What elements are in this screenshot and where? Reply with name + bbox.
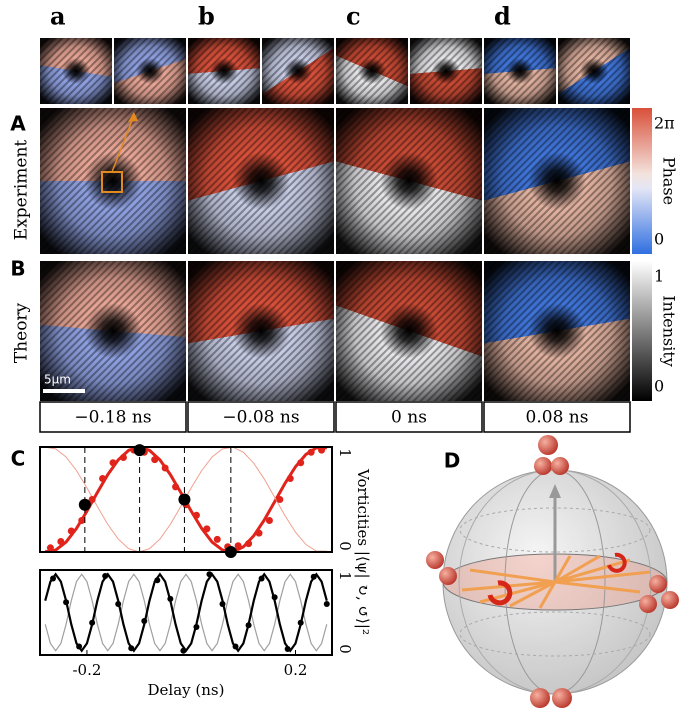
inset-image (484, 38, 556, 104)
data-point (203, 525, 210, 532)
delay-label: 0.08 ns (526, 408, 589, 428)
data-point (78, 517, 85, 524)
data-point (120, 454, 127, 461)
data-point (276, 496, 283, 503)
y-tick-label: 1 (336, 448, 354, 458)
y-tick-label: 1 (336, 571, 354, 581)
data-point (178, 494, 190, 506)
data-point (154, 577, 160, 583)
data-point (298, 620, 304, 626)
delay-label: −0.18 ns (74, 408, 151, 428)
data-point (76, 644, 82, 650)
theory-image (188, 261, 334, 401)
data-point (50, 576, 56, 582)
experiment-image (336, 108, 482, 254)
data-point (311, 574, 317, 580)
data-point (285, 646, 291, 652)
data-point (193, 624, 199, 630)
colorbar-label: Intensity (660, 295, 679, 367)
data-point (266, 517, 273, 524)
colorbar (632, 108, 652, 254)
colorbar-label: Phase (660, 157, 679, 205)
colorbar-tick-label: 2π (654, 114, 675, 133)
theory-image (484, 261, 630, 401)
data-point (324, 601, 330, 607)
y-axis-label: Vorticities |⟨ψ| ↻, ↺⟩|² (354, 468, 372, 635)
data-point (128, 645, 134, 651)
data-point (68, 528, 75, 535)
x-tick-label: -0.2 (72, 661, 101, 679)
data-point (134, 444, 146, 456)
data-point (206, 571, 212, 577)
colorbar (632, 261, 652, 401)
data-point (110, 459, 117, 466)
x-axis-label: Delay (ns) (148, 681, 225, 699)
data-point (259, 576, 265, 582)
experiment-image (484, 108, 630, 254)
data-point (246, 622, 252, 628)
axes-frame (40, 570, 332, 655)
data-point (167, 596, 173, 602)
panel-letter: A (10, 112, 26, 136)
data-point (102, 573, 108, 579)
data-point (99, 475, 106, 482)
column-label: a (50, 2, 66, 31)
data-point (297, 459, 304, 466)
inset-image (40, 38, 112, 104)
data-point (151, 456, 158, 463)
scale-bar-label: 5μm (44, 373, 71, 387)
colorbar-tick-label: 0 (654, 230, 664, 249)
data-point (89, 620, 95, 626)
plot-area (45, 574, 327, 651)
column-label: b (198, 2, 215, 31)
data-point (57, 538, 64, 545)
data-point (63, 599, 69, 605)
experiment-image (40, 108, 186, 254)
y-tick-label: 0 (336, 541, 354, 551)
y-tick-label: 0 (336, 644, 354, 654)
theory-image (336, 261, 482, 401)
inset-image (262, 38, 334, 104)
data-point (233, 644, 239, 650)
inset-image (558, 38, 630, 104)
row-title: Experiment (12, 140, 32, 241)
data-point (256, 530, 263, 537)
data-point (220, 601, 226, 607)
inset-image (188, 38, 260, 104)
colorbar-tick-label: 0 (654, 377, 664, 396)
inset-image (410, 38, 482, 104)
panel-letter: B (10, 257, 25, 281)
panel-letter: D (444, 449, 461, 473)
x-tick-label: 0.2 (284, 661, 308, 679)
inset-image (336, 38, 408, 104)
row-title: Theory (12, 302, 32, 363)
inset-image (114, 38, 186, 104)
delay-label: −0.08 ns (222, 408, 299, 428)
data-point (272, 594, 278, 600)
data-point (79, 499, 91, 511)
data-point (308, 449, 315, 456)
data-point (180, 648, 186, 654)
data-point (115, 601, 121, 607)
bloch-sphere (426, 435, 679, 708)
data-point (141, 618, 147, 624)
data-point (245, 540, 252, 547)
data-point (193, 512, 200, 519)
data-point (214, 536, 221, 543)
data-point (287, 475, 294, 482)
experiment-image (188, 108, 334, 254)
data-point (47, 544, 54, 551)
data-point (162, 465, 169, 472)
delay-label: 0 ns (391, 408, 427, 428)
colorbar-tick-label: 1 (654, 267, 664, 286)
data-point (172, 483, 179, 490)
column-label: d (494, 2, 511, 31)
panel-letter: C (11, 447, 26, 471)
column-label: c (346, 2, 361, 31)
data-point (235, 542, 242, 549)
figure: a −0.18 ns b −0.08 ns c 0 ns d 0.08 ns 5μm A B C D Ex… (0, 0, 696, 713)
